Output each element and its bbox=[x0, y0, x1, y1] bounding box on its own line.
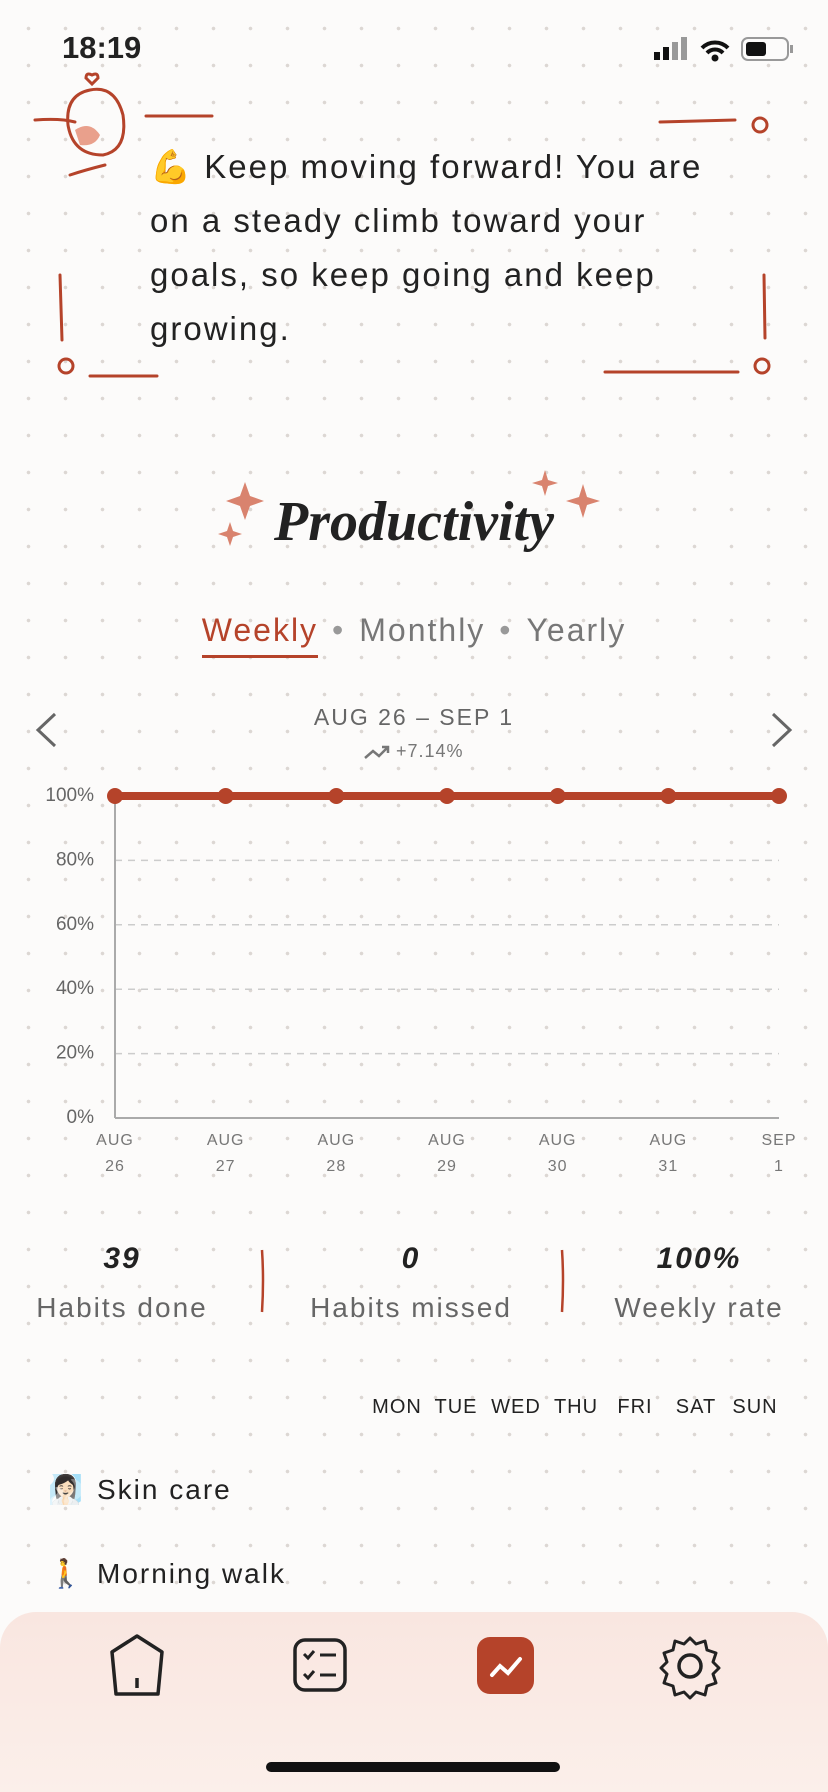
home-tab[interactable] bbox=[110, 1634, 164, 1696]
title-sparkles bbox=[218, 470, 600, 546]
quote-frame bbox=[33, 72, 771, 378]
y-tick-label: 60% bbox=[56, 914, 94, 935]
y-tick-label: 0% bbox=[67, 1107, 95, 1128]
y-tick-label: 80% bbox=[56, 849, 94, 870]
habit-icon: 🧖🏻‍♀️ bbox=[48, 1474, 83, 1505]
status-icons bbox=[654, 37, 793, 62]
habit-name: Morning walk bbox=[97, 1558, 286, 1589]
point bbox=[217, 788, 234, 804]
day-header: THU bbox=[553, 1396, 599, 1418]
x-tick-label: AUG 31 bbox=[649, 1132, 688, 1175]
x-tick-label: AUG 29 bbox=[428, 1132, 466, 1175]
y-tick-label: 100% bbox=[45, 785, 94, 806]
y-tick-label: 40% bbox=[56, 978, 94, 999]
day-header: TUE bbox=[434, 1396, 478, 1418]
stat-dividers bbox=[260, 1249, 565, 1313]
point bbox=[107, 788, 123, 804]
tab-icons bbox=[110, 1634, 721, 1772]
quote-text: 💪 Keep moving forward! You are on a stea… bbox=[150, 148, 703, 347]
x-tick-label: SEP 1 bbox=[761, 1132, 797, 1175]
habit-icon: 🚶 bbox=[48, 1558, 83, 1589]
chart-nav bbox=[35, 712, 793, 759]
chart: 0% 20% 40% 60% 80% 100% bbox=[45, 785, 787, 1128]
x-tick-label: AUG 30 bbox=[538, 1132, 577, 1175]
tab-bar bbox=[0, 1612, 828, 1792]
point bbox=[439, 788, 455, 804]
habit-name: Skin care bbox=[97, 1474, 232, 1505]
day-header: WED bbox=[491, 1396, 541, 1418]
status-time: 18:19 bbox=[62, 30, 142, 65]
tab-separator: • bbox=[499, 612, 513, 648]
stat-value: 39 bbox=[103, 1242, 141, 1275]
x-tick-label: AUG 28 bbox=[317, 1132, 356, 1175]
day-header: MON bbox=[372, 1396, 422, 1418]
chart-range: AUG 26 – SEP 1 bbox=[313, 704, 515, 730]
point bbox=[328, 788, 345, 804]
point bbox=[771, 788, 787, 804]
tasks-tab[interactable] bbox=[293, 1638, 347, 1692]
stat-value: 100% bbox=[656, 1242, 742, 1275]
tab-separator: • bbox=[332, 612, 346, 648]
period-tab[interactable]: Yearly bbox=[526, 612, 627, 648]
settings-tab[interactable] bbox=[659, 1636, 721, 1700]
period-tab[interactable]: Weekly bbox=[201, 612, 319, 658]
stat-label: Habits missed bbox=[310, 1292, 512, 1323]
day-header: FRI bbox=[617, 1396, 653, 1418]
chart-change: +7.14% bbox=[396, 741, 464, 761]
stat-label: Habits done bbox=[36, 1292, 208, 1323]
stat-value: 0 bbox=[401, 1242, 421, 1275]
day-header: SAT bbox=[675, 1396, 717, 1418]
page-title: Productivity bbox=[274, 491, 554, 553]
point bbox=[549, 788, 566, 804]
period-tab[interactable]: Monthly bbox=[359, 612, 486, 648]
x-tick-label: AUG 27 bbox=[206, 1132, 245, 1175]
stat-label: Weekly rate bbox=[614, 1292, 784, 1323]
period-tabs: Weekly • Monthly • Yearly bbox=[0, 612, 828, 658]
x-tick-label: AUG 26 bbox=[96, 1132, 134, 1175]
point bbox=[660, 788, 677, 804]
stats-tab[interactable] bbox=[477, 1637, 534, 1694]
next-button[interactable] bbox=[771, 712, 793, 748]
day-header: SUN bbox=[732, 1396, 778, 1418]
y-tick-label: 20% bbox=[56, 1043, 94, 1064]
